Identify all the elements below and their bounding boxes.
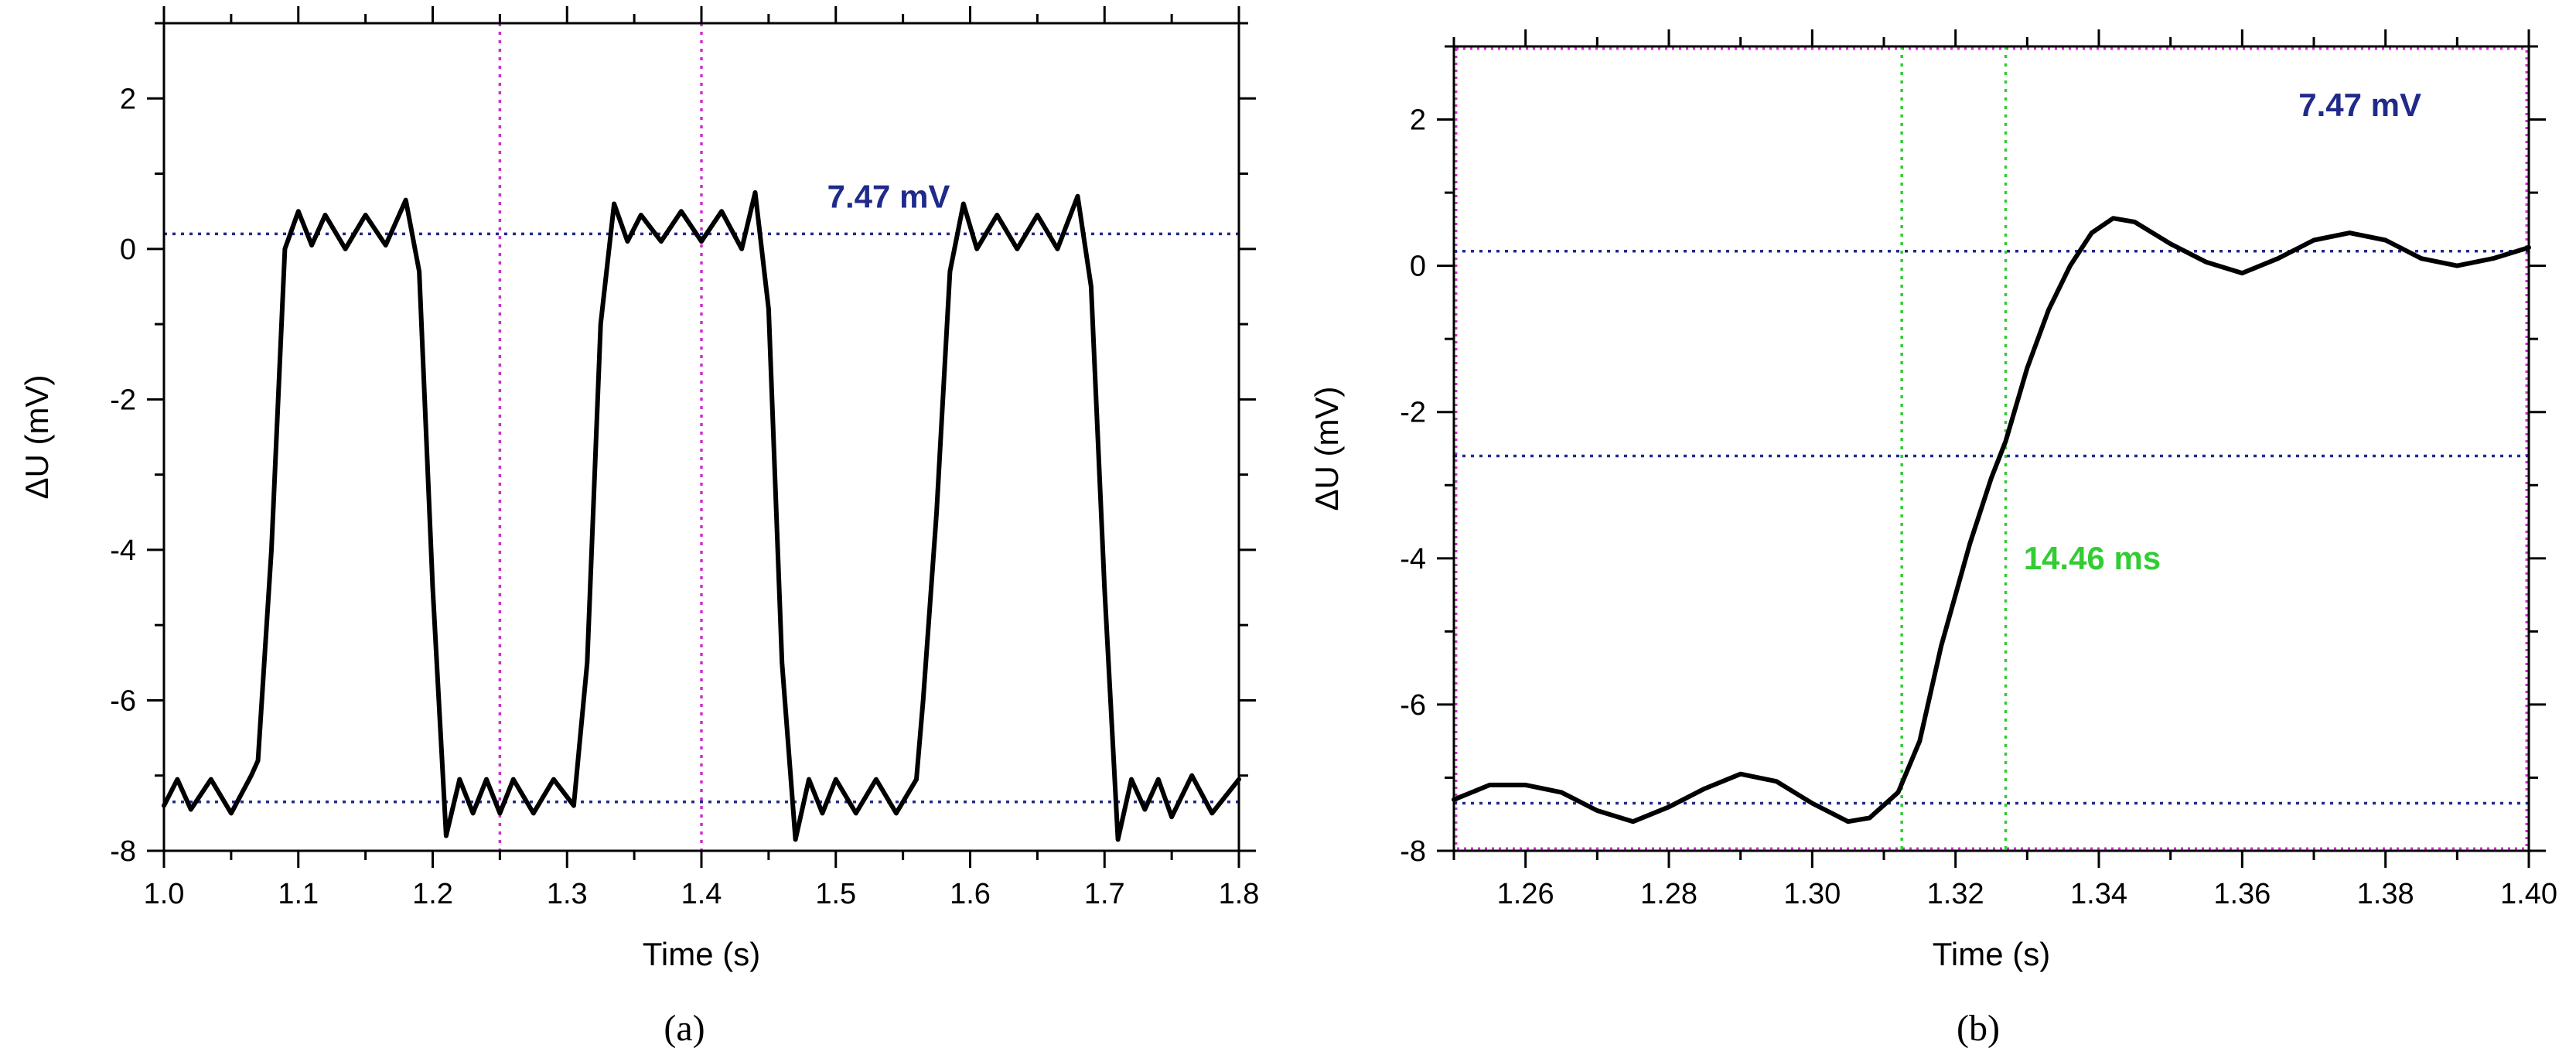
y-tick-label: -2 [110,384,136,416]
annotation-label: 7.47 mV [2298,87,2421,123]
plot-frame [162,22,1240,852]
plot-frame [1452,45,2530,852]
x-tick-label: 1.6 [950,878,991,910]
y-tick-label: -8 [110,835,136,868]
annotation-label: 7.47 mV [827,178,950,214]
x-tick-label: 1.38 [2357,878,2414,910]
x-tick-label: 1.0 [144,878,185,910]
x-tick-label: 1.5 [815,878,856,910]
y-tick-label: 0 [1410,251,1426,283]
y-tick-label: -2 [1400,397,1426,429]
y-tick-label: 2 [120,83,136,115]
x-tick-label: 1.4 [681,878,722,910]
data-series-line [162,189,1241,842]
x-tick-label: 1.40 [2500,878,2557,910]
x-axis-title: Time (s) [1933,936,2050,972]
panel-a-chart: 1.0 1.1 1.2 1.3 1.4 1.5 1.6 1.7 1.8 -8 -6 -4 -2 0 2 Tim… [19,6,1259,1049]
x-tick-label: 1.28 [1640,878,1697,910]
x-tick-label: 1.32 [1927,878,1984,910]
x-tick-label: 1.36 [2213,878,2271,910]
data-series-line [1452,216,2531,825]
y-tick-label: 2 [1410,104,1426,137]
y-tick-label: -4 [110,534,136,567]
x-tick-label: 1.30 [1783,878,1841,910]
x-tick-label: 1.3 [547,878,588,910]
y-axis-title: ΔU (mV) [19,374,55,499]
x-tick-label: 1.2 [412,878,453,910]
highlight-box [1455,47,2528,850]
x-tick-label: 1.26 [1497,878,1554,910]
panel-caption: (a) [664,1008,705,1049]
x-tick-label: 1.34 [2070,878,2127,910]
x-tick-label: 1.8 [1219,878,1260,910]
y-tick-label: -8 [1400,835,1426,868]
panel-b-chart: 1.26 1.28 1.30 1.32 1.34 1.36 1.38 1.40 -8 -6 -4 -2… [1308,29,2557,1049]
y-tick-label: -6 [110,685,136,717]
x-tick-label: 1.7 [1084,878,1125,910]
y-tick-label: 0 [120,234,136,266]
panel-caption: (b) [1957,1008,2000,1049]
y-tick-label: -4 [1400,543,1426,575]
x-tick-label: 1.1 [278,878,319,910]
y-axis-title: ΔU (mV) [1308,386,1345,510]
annotation-label: 14.46 ms [2024,540,2161,576]
y-tick-label: -6 [1400,689,1426,722]
x-axis-title: Time (s) [643,936,760,972]
